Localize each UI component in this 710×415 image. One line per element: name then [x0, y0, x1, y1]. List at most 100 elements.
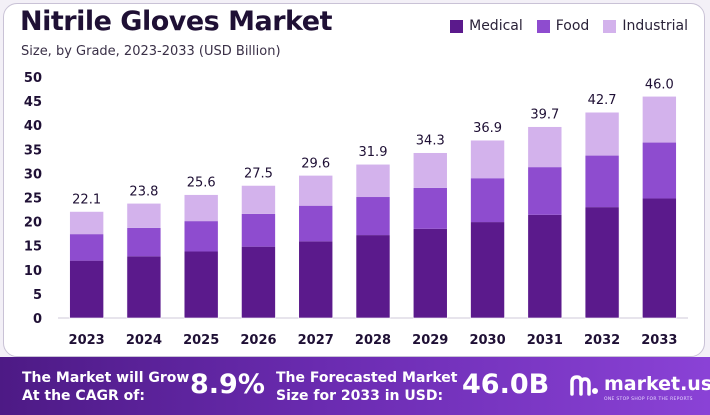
bar-industrial-2024 [126, 203, 161, 228]
x-tick-label-2027: 2027 [298, 333, 334, 348]
bar-outline-2028 [355, 163, 391, 319]
bar-industrial-2031 [527, 126, 562, 168]
bar-industrial-2028 [356, 164, 390, 198]
legend-swatch-food [536, 19, 550, 33]
total-label-2030: 36.9 [473, 121, 502, 136]
bar-medical-2024 [126, 256, 161, 318]
y-tick-label: 10 [24, 264, 42, 279]
chart-title: Nitrile Gloves Market [20, 6, 333, 37]
y-tick-label: 15 [24, 240, 42, 255]
bar-outline-2027 [298, 175, 334, 319]
bar-medical-2031 [527, 214, 562, 318]
bar-medical-2028 [356, 235, 390, 318]
brand-tagline: ONE STOP SHOP FOR THE REPORTS [604, 397, 693, 402]
bar-medical-2027 [298, 241, 333, 318]
bar-outline-2026 [241, 185, 276, 319]
y-tick-label: 50 [24, 71, 42, 86]
market-us-logo-icon [570, 375, 598, 396]
forecast-value: 46.0B [462, 369, 550, 400]
x-tick-label-2032: 2032 [584, 333, 620, 348]
y-tick-label: 20 [24, 216, 42, 231]
total-label-2029: 34.3 [416, 134, 445, 149]
x-tick-label-2024: 2024 [126, 333, 162, 348]
bar-outline-2031 [527, 126, 563, 319]
legend-swatch-medical [450, 19, 464, 33]
legend-label-food: Food [555, 18, 590, 34]
bar-food-2027 [298, 205, 333, 242]
legend-item-food: Food [536, 18, 590, 34]
bar-outline-2023 [69, 211, 104, 319]
bar-food-2031 [527, 167, 562, 215]
bar-outline-2025 [183, 194, 219, 319]
bar-industrial-2032 [585, 112, 620, 156]
total-label-2027: 29.6 [301, 156, 330, 171]
total-label-2033: 46.0 [645, 77, 674, 92]
bar-industrial-2027 [298, 175, 333, 206]
y-tick-label: 25 [24, 192, 42, 207]
bar-food-2030 [470, 178, 505, 223]
total-label-2031: 39.7 [530, 108, 559, 123]
bar-outline-2032 [584, 111, 620, 319]
cagr-label-line2: At the CAGR of: [22, 388, 145, 404]
bar-outline-2033 [642, 95, 677, 319]
x-tick-label-2031: 2031 [527, 333, 563, 348]
legend-label-medical: Medical [469, 18, 523, 34]
total-label-2025: 25.6 [187, 176, 216, 191]
y-tick-label: 0 [33, 312, 42, 327]
bar-food-2024 [126, 227, 161, 257]
bar-medical-2023 [69, 260, 104, 318]
x-tick-label-2026: 2026 [240, 333, 276, 348]
bar-medical-2029 [413, 228, 448, 318]
legend-swatch-industrial [603, 19, 617, 33]
forecast-label: The Forecasted Market Size for 2033 in U… [276, 369, 457, 405]
y-tick-label: 30 [24, 167, 42, 182]
bar-medical-2026 [241, 246, 276, 318]
x-tick-label-2025: 2025 [183, 333, 219, 348]
cagr-label-line1: The Market will Grow [22, 370, 190, 386]
legend-label-industrial: Industrial [622, 18, 688, 34]
total-label-2026: 27.5 [244, 166, 273, 181]
bar-food-2029 [413, 187, 448, 229]
bar-food-2028 [356, 197, 390, 236]
x-tick-label-2033: 2033 [641, 333, 677, 348]
x-tick-label-2028: 2028 [355, 333, 391, 348]
bar-medical-2030 [470, 222, 505, 318]
bar-food-2023 [69, 234, 104, 261]
y-tick-label: 35 [24, 143, 42, 158]
bar-industrial-2023 [69, 211, 104, 235]
bar-outline-2030 [470, 139, 505, 319]
y-tick-label: 5 [33, 288, 42, 303]
x-tick-label-2030: 2030 [469, 333, 505, 348]
bar-food-2033 [642, 142, 677, 199]
forecast-label-line1: The Forecasted Market [276, 370, 458, 386]
stacked-bar-chart: 0510152025303540455022.1202323.8202425.6… [24, 71, 688, 348]
bar-food-2026 [241, 213, 276, 247]
total-label-2023: 22.1 [72, 192, 101, 207]
legend-item-medical: Medical [450, 18, 523, 34]
x-tick-label-2029: 2029 [412, 333, 448, 348]
summary-footer: The Market will Grow At the CAGR of: 8.9… [0, 357, 710, 415]
bar-industrial-2029 [413, 152, 448, 188]
brand-name[interactable]: market.us [604, 373, 710, 395]
bar-industrial-2030 [470, 140, 505, 179]
bar-outline-2024 [126, 202, 162, 319]
bar-outline-2029 [412, 152, 448, 319]
bar-medical-2033 [642, 198, 677, 318]
bar-medical-2025 [184, 251, 219, 318]
cagr-label: The Market will Grow At the CAGR of: [22, 369, 189, 405]
legend: Medical Food Industrial [450, 18, 688, 34]
total-label-2028: 31.9 [359, 145, 388, 160]
bar-food-2032 [585, 155, 620, 208]
bar-medical-2032 [585, 207, 620, 318]
chart-subtitle: Size, by Grade, 2023-2033 (USD Billion) [21, 44, 281, 59]
cagr-value: 8.9% [190, 369, 265, 400]
bar-industrial-2026 [241, 185, 276, 214]
x-tick-label-2023: 2023 [69, 333, 105, 348]
bar-food-2025 [184, 221, 219, 252]
forecast-label-line2: Size for 2033 in USD: [276, 388, 444, 404]
y-tick-label: 40 [24, 119, 42, 134]
total-label-2032: 42.7 [588, 93, 617, 108]
bar-industrial-2033 [642, 96, 677, 143]
bar-industrial-2025 [184, 194, 219, 222]
legend-item-industrial: Industrial [603, 18, 688, 34]
